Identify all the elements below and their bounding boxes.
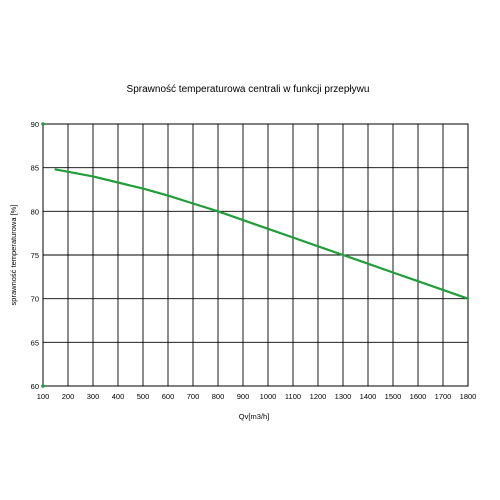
x-tick-label: 1200 [310, 392, 327, 401]
series-layer [54, 168, 470, 300]
x-tick-label: 900 [237, 392, 250, 401]
x-tick-label: 500 [137, 392, 150, 401]
x-tick-label: 400 [112, 392, 125, 401]
grid [41, 122, 469, 388]
x-tick-labels: 100 200 300 400 500 600 700 800 900 1000 1100 1200 1… [37, 392, 477, 401]
x-tick-label: 200 [62, 392, 75, 401]
y-tick-label: 90 [31, 120, 39, 129]
y-axis-label: sprawność temperaturowa [%] [9, 205, 18, 306]
chart-title: Sprawność temperaturowa centrali w funkc… [127, 84, 370, 95]
y-tick-label: 60 [31, 382, 39, 391]
x-axis-label: Qv[m3/h] [239, 412, 269, 421]
x-tick-label: 1400 [360, 392, 377, 401]
y-tick-label: 65 [31, 338, 39, 347]
plot-frame [42, 123, 469, 387]
x-tick-label: 1000 [260, 392, 277, 401]
x-tick-label: 1500 [385, 392, 402, 401]
y-tick-label: 75 [31, 251, 39, 260]
y-tick-label: 80 [31, 207, 39, 216]
x-tick-label: 800 [212, 392, 225, 401]
x-tick-label: 700 [187, 392, 200, 401]
x-tick-label: 1600 [410, 392, 427, 401]
x-tick-label: 300 [87, 392, 100, 401]
axis-corner-marker [41, 384, 45, 388]
x-tick-label: 100 [37, 392, 50, 401]
y-tick-labels: 60 65 70 75 80 85 90 [31, 120, 39, 391]
x-tick-label: 1700 [435, 392, 452, 401]
series-line [54, 168, 470, 300]
x-tick-label: 1300 [335, 392, 352, 401]
y-tick-label: 85 [31, 164, 39, 173]
axis-corner-marker [41, 122, 45, 126]
x-tick-label: 1100 [285, 392, 301, 401]
x-tick-label: 600 [162, 392, 175, 401]
y-tick-label: 70 [31, 295, 39, 304]
x-tick-label: 1800 [460, 392, 477, 401]
